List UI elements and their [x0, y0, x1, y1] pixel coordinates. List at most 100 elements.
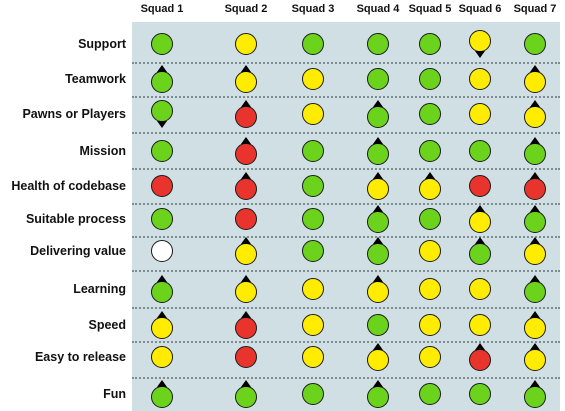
status-indicator-yellow [419, 278, 441, 300]
status-indicator-yellow [469, 314, 491, 336]
trend-up-icon [373, 343, 383, 350]
status-indicator-green [419, 33, 441, 55]
row-label: Fun [103, 387, 126, 401]
status-indicator-red [151, 175, 173, 197]
status-indicator-red [235, 311, 257, 339]
status-indicator-yellow [419, 314, 441, 336]
row-divider [132, 270, 560, 272]
row-label: Learning [73, 282, 126, 296]
trend-up-icon [475, 205, 485, 212]
status-indicator-green [151, 140, 173, 162]
status-indicator-yellow [235, 237, 257, 265]
status-indicator-green [302, 140, 324, 162]
status-indicator-green [302, 175, 324, 197]
status-indicator-yellow [419, 172, 441, 200]
row-divider [132, 236, 560, 238]
status-indicator-green [469, 237, 491, 265]
status-indicator-red [235, 172, 257, 200]
trend-up-icon [530, 100, 540, 107]
status-indicator-green [151, 275, 173, 303]
row-label: Health of codebase [11, 179, 126, 193]
row-label: Speed [88, 318, 126, 332]
status-indicator-yellow [302, 314, 324, 336]
trend-up-icon [530, 237, 540, 244]
status-indicator-green [524, 137, 546, 165]
status-indicator-yellow [469, 30, 491, 58]
status-indicator-yellow [524, 311, 546, 339]
status-indicator-yellow [524, 100, 546, 128]
status-indicator-green [367, 237, 389, 265]
row-label: Suitable process [25, 212, 126, 226]
trend-up-icon [530, 172, 540, 179]
status-indicator-yellow [367, 172, 389, 200]
status-indicator-red [524, 172, 546, 200]
trend-up-icon [241, 275, 251, 282]
status-indicator-yellow [524, 343, 546, 371]
status-indicator-green [151, 100, 173, 128]
trend-up-icon [241, 172, 251, 179]
trend-up-icon [241, 380, 251, 387]
status-indicator-green [367, 380, 389, 408]
status-indicator-yellow [235, 65, 257, 93]
status-indicator-green [367, 33, 389, 55]
status-indicator-yellow [367, 275, 389, 303]
column-header-squad-6: Squad 6 [458, 3, 502, 15]
status-indicator-yellow [302, 68, 324, 90]
row-label: Delivering value [30, 244, 126, 258]
trend-up-icon [157, 275, 167, 282]
trend-up-icon [530, 205, 540, 212]
row-label: Pawns or Players [22, 107, 126, 121]
column-header-squad-7: Squad 7 [513, 3, 557, 15]
row-divider [132, 168, 560, 170]
row-divider [132, 341, 560, 343]
row-label: Mission [79, 144, 126, 158]
status-indicator-green [419, 140, 441, 162]
status-indicator-green [302, 33, 324, 55]
row-divider [132, 132, 560, 134]
trend-up-icon [530, 137, 540, 144]
status-indicator-green [469, 140, 491, 162]
status-indicator-green [302, 208, 324, 230]
status-indicator-red [235, 100, 257, 128]
status-indicator-green [524, 275, 546, 303]
status-indicator-green [469, 383, 491, 405]
trend-up-icon [157, 311, 167, 318]
status-indicator-green [524, 205, 546, 233]
status-indicator-green [235, 380, 257, 408]
trend-up-icon [241, 100, 251, 107]
status-indicator-yellow [469, 103, 491, 125]
trend-up-icon [425, 172, 435, 179]
status-indicator-green [367, 137, 389, 165]
status-indicator-yellow [469, 205, 491, 233]
column-header-squad-2: Squad 2 [224, 3, 268, 15]
trend-up-icon [530, 275, 540, 282]
column-header-squad-5: Squad 5 [408, 3, 452, 15]
row-divider [132, 96, 560, 98]
trend-down-icon [475, 51, 485, 58]
status-indicator-yellow [524, 237, 546, 265]
trend-up-icon [241, 311, 251, 318]
status-indicator-yellow [419, 346, 441, 368]
status-indicator-yellow [235, 275, 257, 303]
row-divider [132, 307, 560, 309]
status-indicator-green [367, 100, 389, 128]
trend-up-icon [530, 65, 540, 72]
status-indicator-green [302, 383, 324, 405]
status-indicator-green [367, 205, 389, 233]
status-indicator-green [419, 383, 441, 405]
trend-up-icon [373, 205, 383, 212]
trend-up-icon [475, 237, 485, 244]
status-indicator-yellow [419, 240, 441, 262]
trend-up-icon [241, 65, 251, 72]
status-indicator-yellow [367, 343, 389, 371]
row-divider [132, 377, 560, 379]
trend-up-icon [373, 172, 383, 179]
grid-panel [132, 22, 560, 411]
status-indicator-green [524, 380, 546, 408]
status-indicator-green [419, 208, 441, 230]
column-header-squad-1: Squad 1 [140, 3, 184, 15]
status-indicator-yellow [235, 33, 257, 55]
status-indicator-green [419, 103, 441, 125]
trend-up-icon [157, 65, 167, 72]
status-indicator-yellow [302, 103, 324, 125]
